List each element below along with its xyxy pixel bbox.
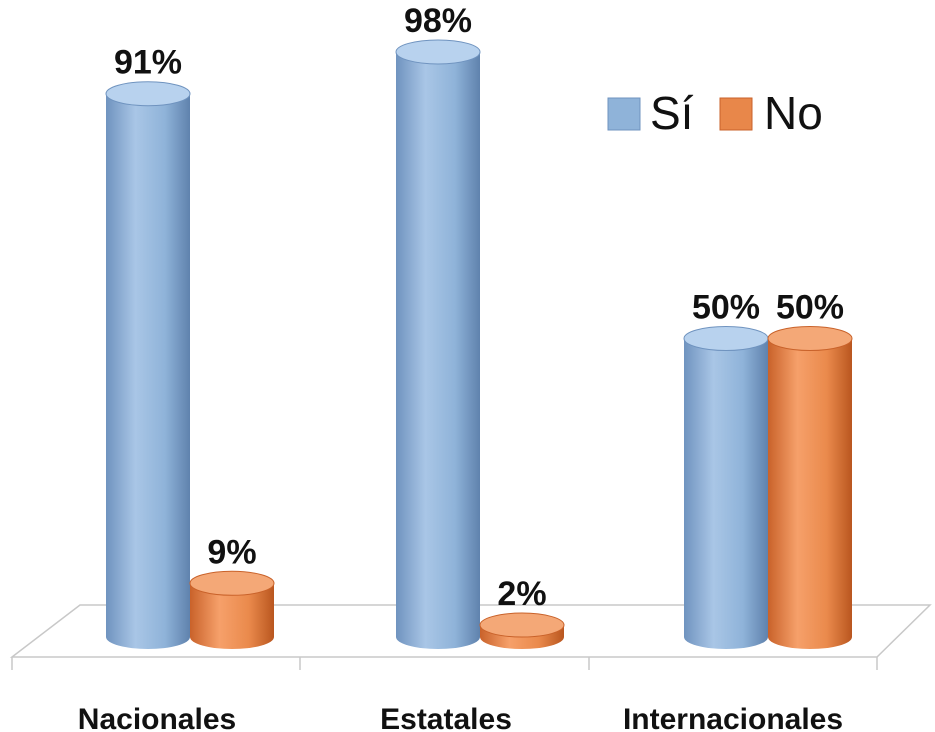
category-label-estatales: Estatales [380,703,512,732]
legend-swatch-no [720,98,752,130]
value-label-estatales-no: 2% [497,575,546,613]
bar-estatales-no [480,613,564,649]
legend-label-si: Sí [650,87,694,139]
value-label-estatales-si: 98% [404,2,472,40]
bar-estatales-si [396,40,480,649]
category-label-internacionales: Internacionales [623,703,843,732]
category-labels-layer: Nacionales Estatales Internacionales [78,703,843,732]
value-label-nacionales-no: 9% [207,533,256,571]
category-label-nacionales: Nacionales [78,703,236,732]
value-label-nacionales-si: 91% [114,44,182,82]
legend: Sí No [608,87,823,139]
legend-label-no: No [764,87,823,139]
legend-swatch-si [608,98,640,130]
bar-internacionales-si [684,327,768,650]
bar-nacionales-no [190,571,274,649]
bar-nacionales-si [106,82,190,649]
bar-internacionales-no [768,327,852,650]
value-label-internacionales-no: 50% [776,289,844,327]
value-label-internacionales-si: 50% [692,289,760,327]
